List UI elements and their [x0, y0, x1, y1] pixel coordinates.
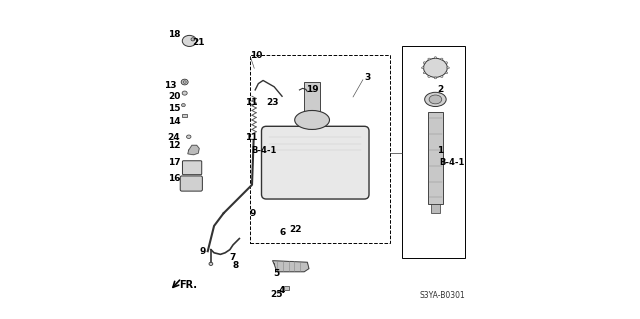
Text: 7: 7 [229, 253, 236, 262]
Text: 8: 8 [232, 261, 238, 270]
Text: 18: 18 [168, 30, 180, 39]
Text: 14: 14 [168, 117, 180, 126]
Ellipse shape [429, 95, 442, 104]
Ellipse shape [186, 135, 191, 138]
Text: 17: 17 [168, 158, 180, 167]
Text: 15: 15 [168, 104, 180, 113]
Ellipse shape [424, 58, 447, 77]
Text: 13: 13 [164, 81, 177, 90]
Ellipse shape [434, 57, 436, 59]
Text: 4: 4 [279, 286, 285, 295]
Text: 6: 6 [280, 228, 286, 237]
FancyBboxPatch shape [182, 161, 202, 175]
Text: 22: 22 [289, 225, 302, 234]
Polygon shape [188, 145, 199, 155]
Text: 20: 20 [168, 92, 180, 101]
Bar [182, 114, 187, 117]
Bar [428, 112, 443, 204]
Ellipse shape [423, 62, 426, 64]
Bar [250, 55, 390, 243]
Ellipse shape [183, 81, 186, 83]
Bar [402, 46, 465, 257]
Text: 11: 11 [245, 98, 257, 107]
Ellipse shape [447, 67, 449, 69]
Ellipse shape [294, 110, 330, 130]
Text: 12: 12 [168, 141, 180, 150]
Text: 16: 16 [168, 174, 180, 183]
Text: 23: 23 [266, 98, 279, 107]
Text: 11: 11 [245, 133, 257, 142]
Ellipse shape [181, 79, 188, 85]
Text: 24: 24 [168, 133, 180, 142]
Text: 2: 2 [437, 85, 444, 94]
Ellipse shape [182, 91, 187, 95]
Bar [431, 204, 440, 213]
Text: 21: 21 [193, 38, 205, 47]
Ellipse shape [191, 38, 195, 41]
Text: 5: 5 [273, 269, 280, 278]
Text: 25: 25 [270, 290, 283, 299]
Ellipse shape [182, 35, 196, 47]
Ellipse shape [434, 77, 436, 79]
Ellipse shape [422, 67, 424, 69]
Ellipse shape [445, 62, 447, 64]
Text: 19: 19 [306, 85, 318, 94]
Ellipse shape [209, 262, 213, 265]
Ellipse shape [425, 92, 446, 107]
Text: FR.: FR. [179, 280, 197, 290]
FancyBboxPatch shape [262, 126, 369, 199]
Text: 9: 9 [249, 209, 255, 218]
FancyBboxPatch shape [180, 176, 202, 191]
Text: B-4-1: B-4-1 [439, 158, 464, 167]
Ellipse shape [428, 76, 430, 78]
Bar [284, 286, 289, 290]
Text: 1: 1 [437, 145, 444, 154]
Text: 10: 10 [250, 51, 262, 60]
Ellipse shape [182, 104, 186, 107]
Text: B-4-1: B-4-1 [252, 145, 276, 154]
Ellipse shape [428, 58, 430, 60]
Text: 9: 9 [199, 247, 205, 256]
Ellipse shape [440, 76, 443, 78]
Ellipse shape [445, 72, 447, 74]
Ellipse shape [423, 72, 426, 74]
Text: S3YA-B0301: S3YA-B0301 [420, 291, 465, 300]
Polygon shape [273, 261, 309, 272]
Ellipse shape [440, 58, 443, 60]
Text: 3: 3 [364, 73, 371, 82]
Bar [304, 82, 320, 123]
